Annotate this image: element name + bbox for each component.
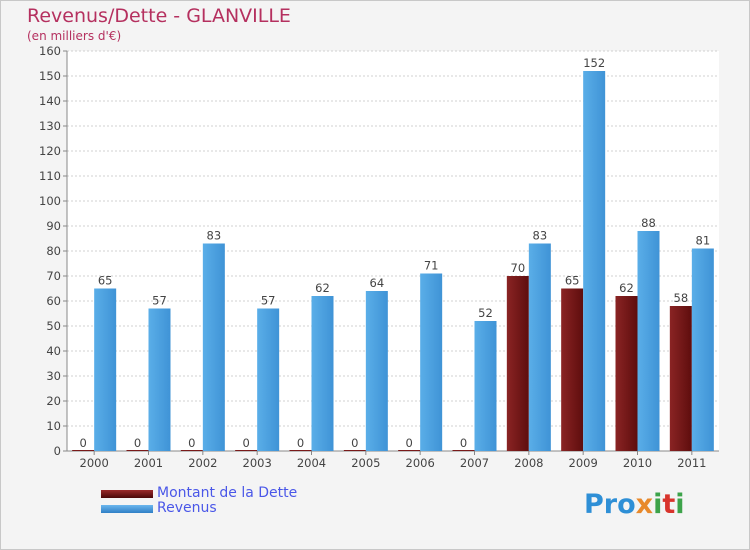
data-label-revenus: 52: [478, 306, 493, 320]
chart-title: Revenus/Dette - GLANVILLE: [27, 5, 291, 27]
bar-revenus: [202, 243, 225, 451]
bar-revenus: [583, 71, 606, 451]
data-label-dette: 70: [511, 261, 526, 275]
data-label-revenus: 65: [98, 274, 113, 288]
bar-dette: [289, 450, 312, 451]
y-tick-label: 60: [46, 294, 61, 308]
data-label-dette: 0: [297, 436, 304, 450]
logo-part-i2: i: [675, 489, 685, 520]
y-tick-label: 70: [46, 269, 61, 283]
x-tick-label: 2005: [351, 456, 380, 470]
x-tick-label: 2008: [514, 456, 543, 470]
chart-subtitle: (en milliers d'€): [27, 29, 122, 43]
logo-part-pro: Pro: [584, 489, 636, 520]
bar-revenus: [420, 273, 443, 451]
legend-swatch-dette: [101, 490, 153, 498]
y-tick-label: 20: [46, 394, 61, 408]
bar-revenus: [257, 308, 280, 451]
data-label-revenus: 71: [424, 259, 439, 273]
y-tick-label: 140: [39, 94, 61, 108]
x-tick-label: 2011: [677, 456, 706, 470]
data-label-dette: 62: [619, 281, 634, 295]
x-tick-label: 2004: [297, 456, 326, 470]
legend-label-dette: Montant de la Dette: [157, 485, 298, 501]
y-tick-label: 110: [39, 169, 61, 183]
data-label-dette: 0: [460, 436, 467, 450]
data-label-dette: 65: [565, 274, 580, 288]
bar-dette: [343, 450, 366, 451]
bar-dette: [126, 450, 149, 451]
y-tick-label: 130: [39, 119, 61, 133]
legend-swatch-revenus: [101, 505, 153, 513]
bar-revenus: [637, 231, 660, 451]
data-label-dette: 0: [243, 436, 250, 450]
x-tick-label: 2001: [134, 456, 163, 470]
bar-dette: [452, 450, 475, 451]
y-tick-label: 90: [46, 219, 61, 233]
data-label-revenus: 57: [261, 294, 276, 308]
y-tick-label: 120: [39, 144, 61, 158]
bar-revenus: [148, 308, 171, 451]
logo-part-x: x: [635, 489, 654, 520]
bar-revenus: [474, 321, 497, 451]
data-label-dette: 0: [134, 436, 141, 450]
y-tick-label: 0: [54, 444, 61, 458]
bar-dette: [506, 276, 529, 451]
data-label-dette: 0: [80, 436, 87, 450]
bar-dette: [180, 450, 203, 451]
data-label-revenus: 64: [370, 276, 385, 290]
proxiti-logo: Proxiti: [584, 489, 685, 520]
data-label-dette: 58: [674, 291, 689, 305]
data-label-revenus: 88: [641, 216, 656, 230]
x-tick-label: 2009: [569, 456, 598, 470]
data-label-revenus: 57: [152, 294, 167, 308]
bar-dette: [669, 306, 692, 451]
y-tick-label: 50: [46, 319, 61, 333]
bar-revenus: [365, 291, 388, 451]
logo-part-t: t: [662, 489, 676, 520]
y-tick-label: 80: [46, 244, 61, 258]
logo-part-i1: i: [653, 489, 663, 520]
bar-dette: [72, 450, 95, 451]
y-tick-label: 30: [46, 369, 61, 383]
data-label-revenus: 83: [533, 229, 548, 243]
bar-revenus: [94, 288, 117, 451]
y-tick-label: 10: [46, 419, 61, 433]
data-label-revenus: 81: [696, 234, 711, 248]
data-label-dette: 0: [188, 436, 195, 450]
x-tick-label: 2002: [188, 456, 217, 470]
y-tick-label: 160: [39, 44, 61, 58]
x-tick-label: 2006: [406, 456, 435, 470]
data-label-revenus: 83: [207, 229, 222, 243]
x-tick-label: 2007: [460, 456, 489, 470]
bar-revenus: [311, 296, 334, 451]
y-tick-label: 40: [46, 344, 61, 358]
data-label-dette: 0: [351, 436, 358, 450]
x-tick-label: 2000: [80, 456, 109, 470]
y-tick-label: 100: [39, 194, 61, 208]
bar-dette: [561, 288, 584, 451]
data-label-revenus: 152: [583, 56, 605, 70]
x-tick-label: 2003: [243, 456, 272, 470]
y-tick-label: 150: [39, 69, 61, 83]
bar-dette: [615, 296, 638, 451]
bar-dette: [235, 450, 258, 451]
bar-dette: [398, 450, 421, 451]
bar-revenus: [528, 243, 551, 451]
data-label-dette: 0: [406, 436, 413, 450]
data-label-revenus: 62: [315, 281, 330, 295]
x-tick-label: 2010: [623, 456, 652, 470]
legend-label-revenus: Revenus: [157, 500, 217, 516]
bar-revenus: [691, 248, 714, 451]
